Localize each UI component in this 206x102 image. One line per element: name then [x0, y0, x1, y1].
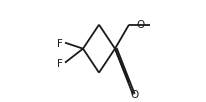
- Text: O: O: [130, 90, 139, 100]
- Text: F: F: [57, 59, 63, 69]
- Text: F: F: [57, 39, 63, 49]
- Text: O: O: [137, 20, 145, 30]
